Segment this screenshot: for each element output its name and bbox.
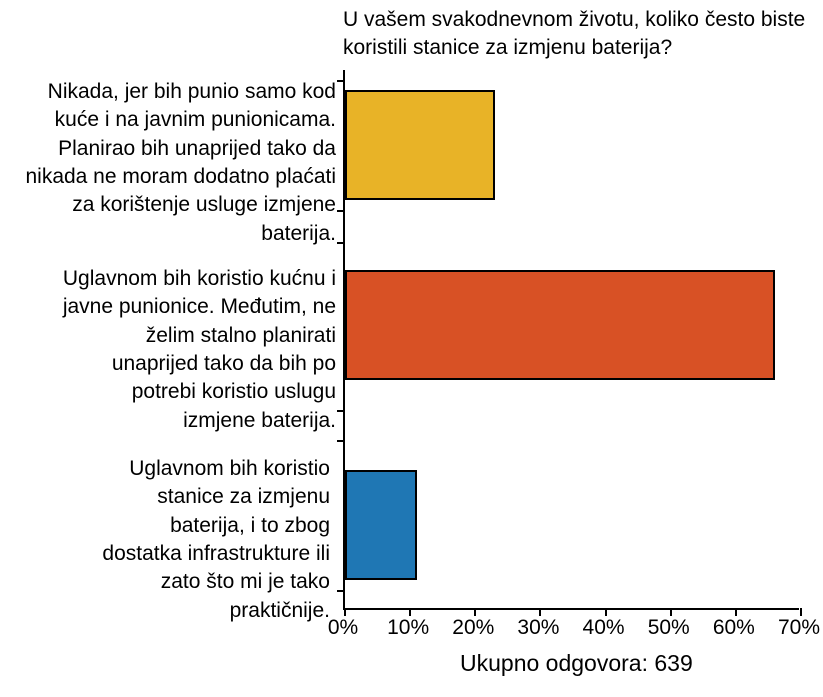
y-tick — [337, 440, 345, 442]
y-tick — [337, 210, 345, 212]
y-tick — [337, 590, 345, 592]
plot-frame — [343, 70, 799, 610]
x-tick — [344, 608, 346, 616]
category-label: Uglavnom bih koristio stanice za izmjenu… — [90, 455, 330, 625]
x-tick-label: 0% — [328, 616, 358, 640]
chart-container: U vašem svakodnevnom životu, koliko čest… — [0, 0, 823, 697]
x-tick-label: 10% — [387, 616, 429, 640]
x-tick-label: 60% — [713, 616, 755, 640]
chart-title: U vašem svakodnevnom životu, koliko čest… — [343, 6, 823, 63]
bar — [345, 270, 775, 380]
y-tick — [337, 242, 345, 244]
x-tick-label: 70% — [778, 616, 820, 640]
x-tick — [670, 608, 672, 616]
x-tick — [539, 608, 541, 616]
x-tick — [605, 608, 607, 616]
category-label: Nikada, jer bih punio samo kod kuće i na… — [8, 78, 336, 248]
x-tick — [735, 608, 737, 616]
y-tick — [337, 410, 345, 412]
x-tick-label: 40% — [583, 616, 625, 640]
x-tick-label: 50% — [648, 616, 690, 640]
x-tick — [474, 608, 476, 616]
x-tick-label: 20% — [452, 616, 494, 640]
bar — [345, 470, 417, 580]
x-tick — [800, 608, 802, 616]
x-tick — [409, 608, 411, 616]
y-tick — [337, 80, 345, 82]
x-tick-label: 30% — [517, 616, 559, 640]
category-label: Uglavnom bih koristio kućnu i javne puni… — [58, 265, 336, 435]
bar — [345, 90, 495, 200]
chart-plot-area: 0%10%20%30%40%50%60%70% — [343, 70, 799, 610]
chart-caption: Ukupno odgovora: 639 — [460, 650, 693, 677]
